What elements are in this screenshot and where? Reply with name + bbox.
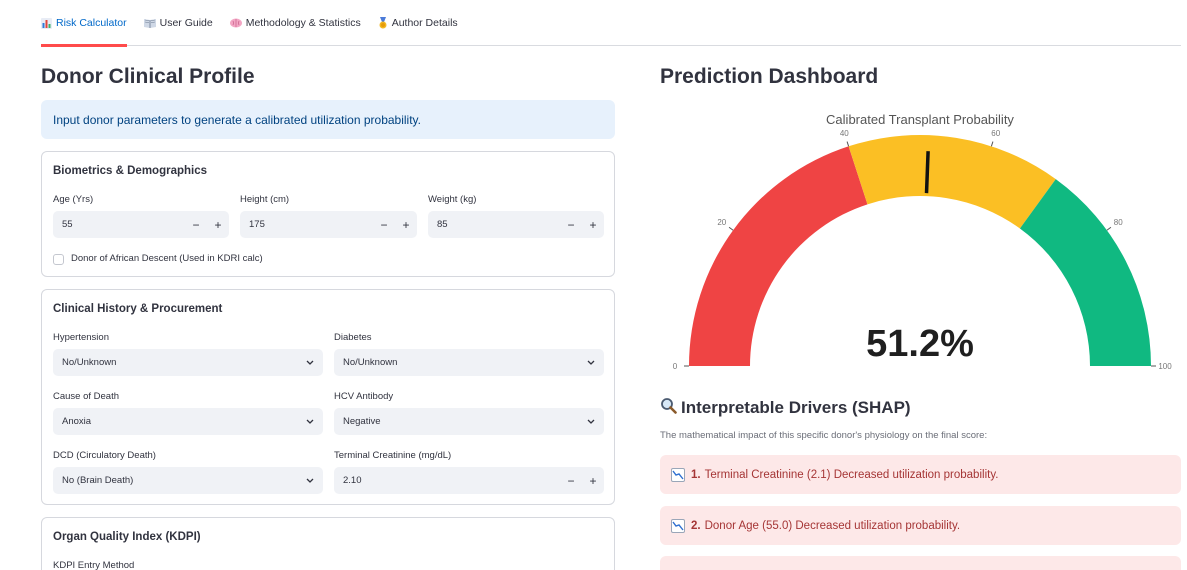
hypertension-select[interactable]: No/Unknown [53, 349, 323, 376]
cause-of-death-value: Anoxia [62, 416, 92, 427]
age-increment-button[interactable]: + [214, 217, 222, 232]
chevron-down-icon [297, 419, 323, 424]
height-decrement-button[interactable]: − [380, 217, 388, 232]
creatinine-label: Terminal Creatinine (mg/dL) [334, 450, 452, 461]
info-banner: Input donor parameters to generate a cal… [41, 100, 615, 139]
diabetes-label: Diabetes [334, 332, 372, 343]
tab-label: Author Details [391, 17, 458, 29]
hypertension-label: Hypertension [53, 332, 109, 343]
age-input[interactable]: 55 − + [53, 211, 229, 238]
shap-text: Terminal Creatinine (2.1) Decreased util… [704, 468, 999, 481]
biometrics-card: Biometrics & Demographics Age (Yrs) 55 −… [41, 151, 615, 277]
gauge-tick-label: 80 [1114, 218, 1123, 227]
gauge-tick [728, 226, 734, 231]
clinical-card: Clinical History & Procurement Hypertens… [41, 289, 615, 505]
prediction-dashboard-title: Prediction Dashboard [660, 65, 879, 88]
hcv-value: Negative [343, 416, 381, 427]
height-label: Height (cm) [240, 194, 290, 205]
hcv-label: HCV Antibody [334, 391, 394, 402]
chevron-down-icon [578, 419, 604, 424]
gauge-tick-label: 20 [717, 218, 726, 227]
gauge-band-0 [689, 146, 868, 366]
brain-icon [229, 18, 242, 28]
height-input[interactable]: 175 − + [240, 211, 417, 238]
clinical-title: Clinical History & Procurement [53, 303, 223, 315]
dcd-label: DCD (Circulatory Death) [53, 450, 156, 461]
weight-label: Weight (kg) [428, 194, 477, 205]
chevron-down-icon [578, 360, 604, 365]
shap-caption: The mathematical impact of this specific… [660, 430, 988, 441]
chevron-down-icon [297, 478, 323, 483]
gauge-band-2 [1019, 179, 1151, 366]
gauge-band-1 [848, 135, 1056, 229]
tab-label: Risk Calculator [56, 17, 127, 29]
gauge-tick-label: 100 [1158, 362, 1172, 371]
donor-profile-title: Donor Clinical Profile [41, 65, 255, 88]
gauge-tick-label: 60 [991, 129, 1000, 138]
hcv-select[interactable]: Negative [334, 408, 604, 435]
probability-gauge: 0 20 40 60 80 100 51.2% [673, 129, 1172, 371]
creatinine-decrement-button[interactable]: − [567, 473, 575, 488]
tab-bar: Risk Calculator User Guide Methodology &… [41, 0, 1181, 47]
tab-label: User Guide [159, 17, 213, 29]
bar-chart-icon [41, 17, 52, 29]
weight-input[interactable]: 85 − + [428, 211, 604, 238]
chart-decreasing-icon [671, 467, 685, 482]
medal-icon [378, 17, 388, 29]
tab-label: Methodology & Statistics [245, 17, 361, 29]
gauge-tick [990, 141, 994, 147]
creatinine-value: 2.10 [343, 475, 362, 486]
height-value: 175 [249, 219, 265, 230]
tab-methodology[interactable]: Methodology & Statistics [229, 0, 361, 46]
shap-rank: 2. [691, 519, 701, 532]
shap-driver-item [660, 556, 1181, 570]
weight-value: 85 [437, 219, 448, 230]
chart-decreasing-icon [671, 518, 685, 533]
shap-text: Donor Age (55.0) Decreased utilization p… [704, 519, 961, 532]
gauge-tick-label: 40 [840, 129, 849, 138]
hypertension-value: No/Unknown [62, 357, 117, 368]
shap-rank: 1. [691, 468, 701, 481]
tab-risk-calculator[interactable]: Risk Calculator [41, 0, 127, 47]
creatinine-input[interactable]: 2.10 − + [334, 467, 604, 494]
gauge-tick-label: 0 [673, 362, 678, 371]
kdpi-card: Organ Quality Index (KDPI) KDPI Entry Me… [41, 517, 615, 570]
age-decrement-button[interactable]: − [192, 217, 200, 232]
african-descent-checkbox[interactable] [53, 254, 64, 265]
height-increment-button[interactable]: + [402, 217, 410, 232]
gauge-tick [846, 141, 850, 147]
shap-driver-item: 2. Donor Age (55.0) Decreased utilizatio… [660, 506, 1181, 545]
weight-decrement-button[interactable]: − [567, 217, 575, 232]
tab-author-details[interactable]: Author Details [378, 0, 458, 46]
shap-title: Interpretable Drivers (SHAP) [681, 397, 911, 417]
gauge-value: 51.2% [866, 323, 974, 365]
diabetes-value: No/Unknown [343, 357, 398, 368]
cause-of-death-select[interactable]: Anoxia [53, 408, 323, 435]
gauge-tick [1106, 226, 1112, 231]
book-icon [143, 18, 156, 28]
chevron-down-icon [297, 360, 323, 365]
magnifier-icon [660, 397, 677, 418]
age-value: 55 [62, 219, 73, 230]
dcd-value: No (Brain Death) [62, 475, 134, 486]
biometrics-title: Biometrics & Demographics [53, 165, 208, 177]
weight-increment-button[interactable]: + [589, 217, 597, 232]
gauge-title: Calibrated Transplant Probability [826, 112, 1014, 127]
tab-user-guide[interactable]: User Guide [143, 0, 213, 46]
african-descent-label: Donor of African Descent (Used in KDRI c… [71, 253, 263, 264]
age-label: Age (Yrs) [53, 194, 94, 205]
creatinine-increment-button[interactable]: + [589, 473, 597, 488]
shap-driver-item: 1. Terminal Creatinine (2.1) Decreased u… [660, 455, 1181, 494]
diabetes-select[interactable]: No/Unknown [334, 349, 604, 376]
kdpi-entry-label: KDPI Entry Method [53, 560, 135, 570]
shap-heading: Interpretable Drivers (SHAP) [660, 397, 911, 418]
kdpi-title: Organ Quality Index (KDPI) [53, 531, 201, 543]
gauge-threshold-marker [924, 151, 930, 194]
dcd-select[interactable]: No (Brain Death) [53, 467, 323, 494]
cause-of-death-label: Cause of Death [53, 391, 120, 402]
